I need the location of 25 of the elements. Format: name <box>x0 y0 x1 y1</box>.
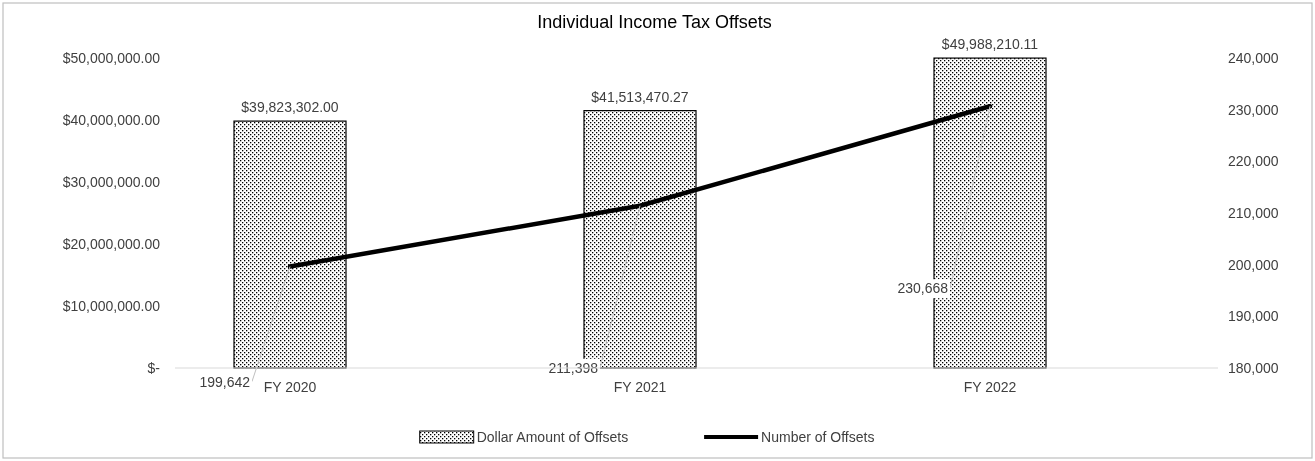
y2-tick-label: 220,000 <box>1228 153 1279 170</box>
chart-title: Individual Income Tax Offsets <box>537 12 772 32</box>
y-tick-label: $50,000,000.00 <box>62 50 161 66</box>
data-label: 199,642 <box>199 373 251 390</box>
legend-label: Dollar Amount of Offsets <box>476 429 629 445</box>
data-label: $41,513,470.27 <box>591 88 689 105</box>
data-label: 230,668 <box>897 280 949 297</box>
y2-tick-label: 230,000 <box>1228 101 1279 118</box>
legend-label: Number of Offsets <box>761 429 875 445</box>
x-tick-label: FY 2020 <box>263 379 317 395</box>
y2-tick-label: 200,000 <box>1228 256 1279 273</box>
y2-tick-label: 240,000 <box>1228 50 1279 66</box>
data-label: 211,398 <box>548 359 599 376</box>
x-tick-label: FY 2021 <box>613 379 667 395</box>
y-tick-label: $20,000,000.00 <box>62 236 161 252</box>
y-tick-label: $30,000,000.00 <box>62 174 161 190</box>
y-tick-label: $40,000,000.00 <box>62 112 161 128</box>
y-tick-label: $- <box>147 360 161 376</box>
data-label: $39,823,302.00 <box>241 99 339 116</box>
x-tick-label: FY 2022 <box>963 379 1017 395</box>
y-tick-label: $10,000,000.00 <box>62 298 161 314</box>
y2-tick-label: 180,000 <box>1228 360 1279 376</box>
data-label: $49,988,210.11 <box>941 36 1039 53</box>
y2-tick-label: 190,000 <box>1228 308 1279 325</box>
y2-tick-label: 210,000 <box>1228 205 1279 221</box>
